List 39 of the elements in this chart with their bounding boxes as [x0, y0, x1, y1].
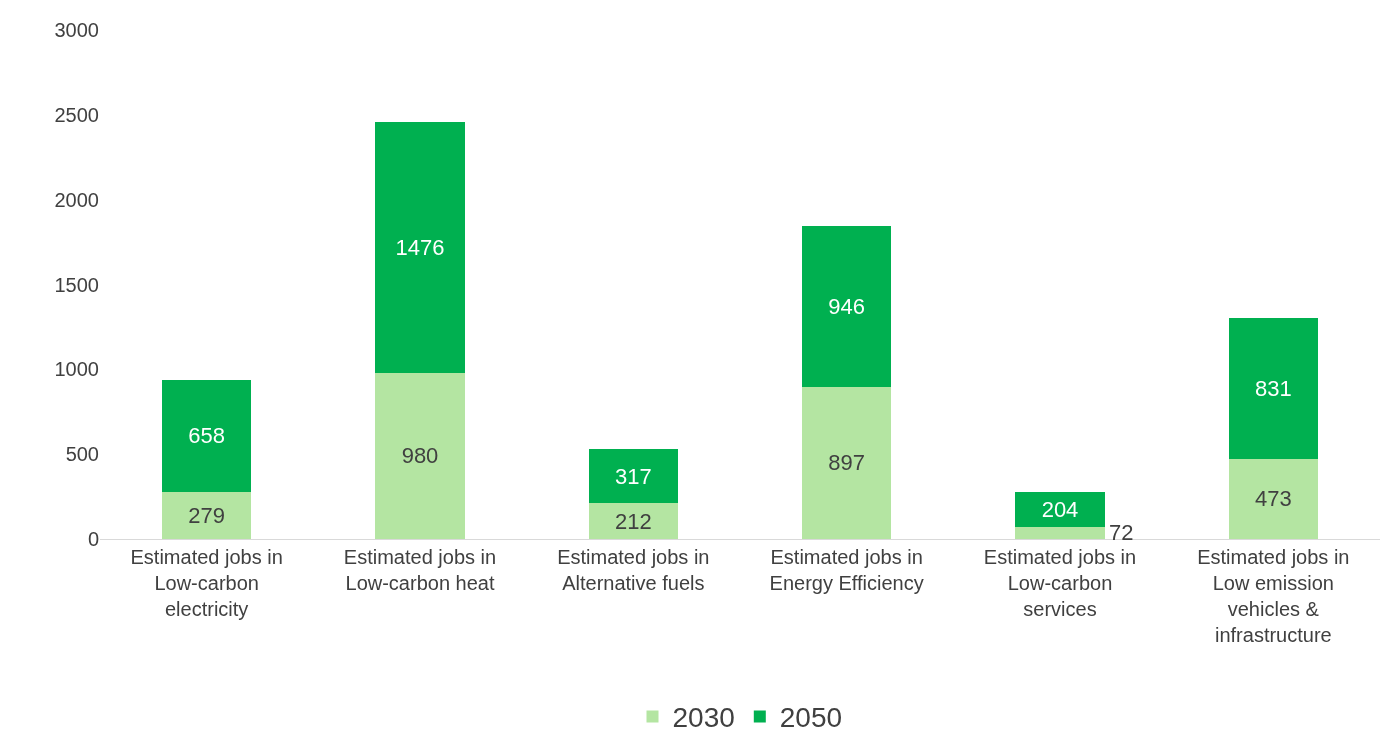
x-tick-label: Estimated jobs in Energy Efficiency	[769, 546, 924, 594]
bar	[801, 386, 892, 539]
data-label: 212	[614, 508, 652, 534]
y-tick-label: 1500	[54, 273, 99, 296]
data-label: 279	[188, 502, 226, 528]
data-label: 72	[1109, 520, 1134, 545]
data-label: 897	[828, 450, 866, 476]
data-label: 473	[1254, 486, 1292, 512]
x-tick-label: Estimated jobs in Low-carbon heat	[343, 546, 497, 594]
legend-label: 2050	[779, 702, 843, 734]
bar	[1015, 492, 1105, 527]
bar	[375, 372, 465, 539]
bar	[375, 122, 465, 373]
bar	[161, 380, 252, 492]
y-tick-label: 2000	[54, 188, 99, 211]
legend-label: 2030	[672, 702, 735, 734]
data-label: 658	[188, 423, 226, 449]
bar	[1015, 526, 1105, 539]
bar	[588, 503, 679, 539]
x-tick-label: Estimated jobs in Low emission vehicles & infrastructure	[1197, 546, 1350, 646]
bar	[161, 491, 252, 539]
x-tick-label: Estimated jobs in Low-carbon services	[983, 546, 1137, 620]
y-tick-label: 3000	[54, 19, 99, 41]
x-tick-label: Estimated jobs in Alternative fuels	[557, 546, 710, 594]
bar	[1228, 317, 1319, 459]
y-tick-label: 0	[87, 528, 99, 550]
data-label: 831	[1254, 375, 1292, 401]
y-tick-label: 1000	[54, 358, 99, 381]
data-label: 317	[614, 463, 652, 489]
data-label: 1476	[395, 235, 445, 261]
y-tick-label: 2500	[54, 103, 99, 126]
bar	[1228, 458, 1319, 539]
bar	[588, 449, 679, 504]
x-tick-label: Estimated jobs in Low-carbon electricity	[130, 546, 283, 620]
data-label: 204	[1041, 496, 1079, 522]
y-tick-label: 500	[65, 443, 99, 466]
data-label: 946	[828, 294, 866, 320]
bar	[801, 226, 892, 387]
data-label: 980	[401, 443, 439, 469]
